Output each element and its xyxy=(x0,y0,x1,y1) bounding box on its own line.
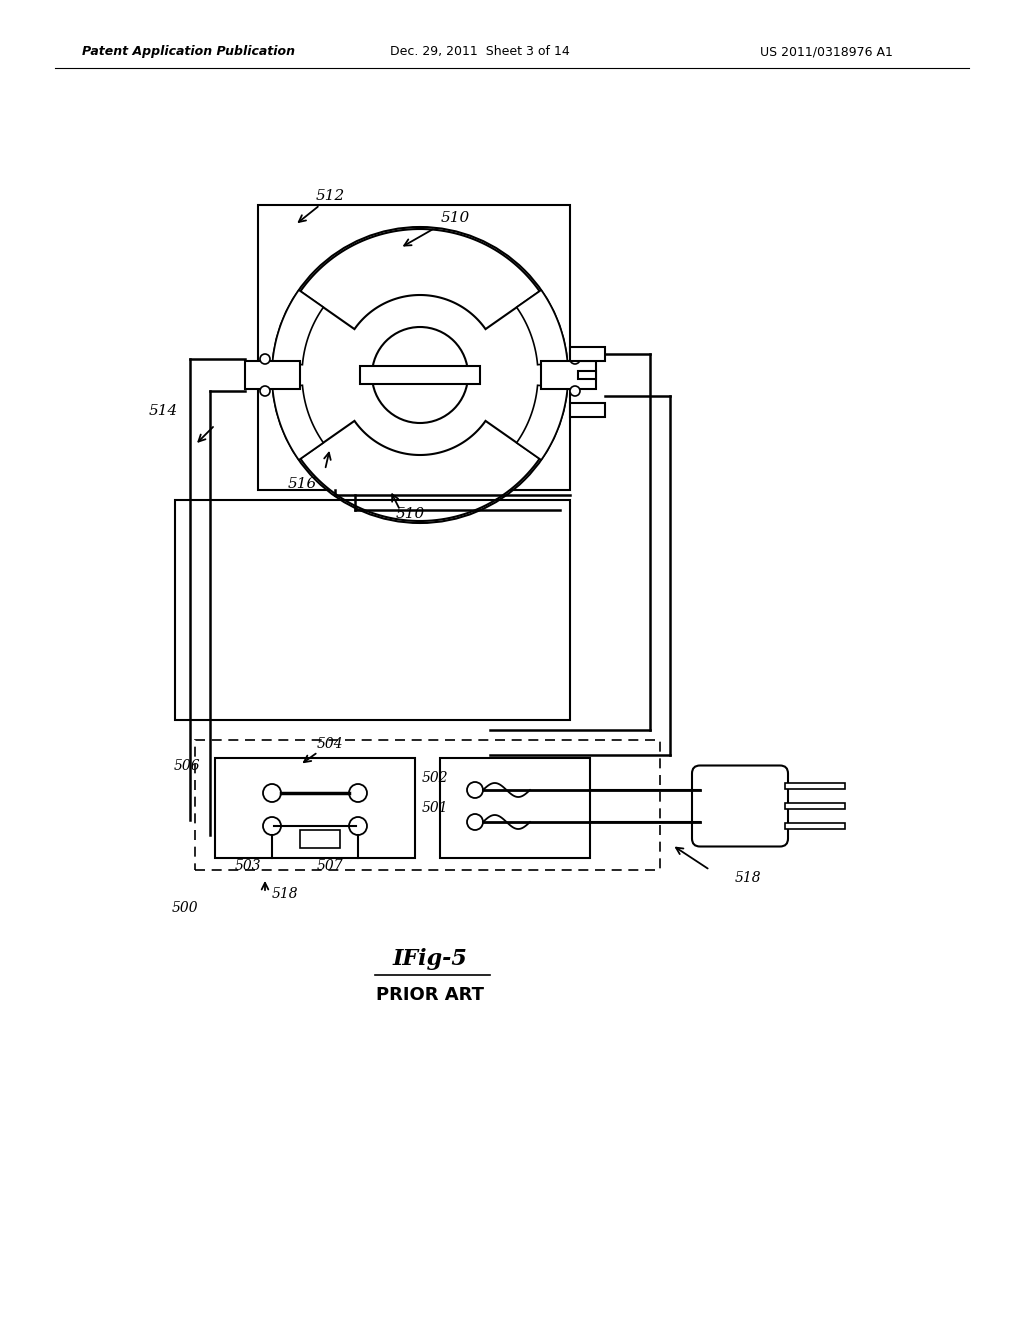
Polygon shape xyxy=(300,421,540,521)
Polygon shape xyxy=(517,290,567,364)
Circle shape xyxy=(349,817,367,836)
Text: 500: 500 xyxy=(172,902,199,915)
Text: PRIOR ART: PRIOR ART xyxy=(376,986,484,1005)
Bar xyxy=(215,758,415,858)
Text: 501: 501 xyxy=(421,801,449,814)
Bar xyxy=(195,741,660,870)
Bar xyxy=(541,360,596,389)
Text: 510: 510 xyxy=(395,507,425,521)
Text: 503: 503 xyxy=(234,859,261,873)
Bar xyxy=(785,783,845,789)
Bar xyxy=(258,205,570,490)
Text: 518: 518 xyxy=(734,871,761,884)
Text: Patent Application Publication: Patent Application Publication xyxy=(82,45,295,58)
Bar xyxy=(570,347,605,360)
Text: 504: 504 xyxy=(316,737,343,751)
Polygon shape xyxy=(272,385,324,459)
Text: 516: 516 xyxy=(288,477,316,491)
Polygon shape xyxy=(300,228,540,329)
FancyBboxPatch shape xyxy=(692,766,788,846)
Bar xyxy=(578,371,596,379)
Bar xyxy=(175,500,570,719)
Circle shape xyxy=(570,385,580,396)
Circle shape xyxy=(349,784,367,803)
Text: IFig-5: IFig-5 xyxy=(392,948,467,970)
Polygon shape xyxy=(272,290,324,364)
Circle shape xyxy=(260,385,270,396)
Circle shape xyxy=(263,784,281,803)
Bar xyxy=(360,366,480,384)
Circle shape xyxy=(467,814,483,830)
Bar xyxy=(570,403,605,417)
Circle shape xyxy=(260,354,270,364)
Text: 512: 512 xyxy=(315,189,345,203)
Text: US 2011/0318976 A1: US 2011/0318976 A1 xyxy=(760,45,893,58)
Circle shape xyxy=(467,781,483,799)
Text: 518: 518 xyxy=(271,887,298,902)
Bar xyxy=(785,822,845,829)
Circle shape xyxy=(263,817,281,836)
Bar xyxy=(245,360,299,389)
Bar xyxy=(300,830,340,847)
Text: Dec. 29, 2011  Sheet 3 of 14: Dec. 29, 2011 Sheet 3 of 14 xyxy=(390,45,569,58)
Text: 507: 507 xyxy=(316,859,343,873)
Text: 502: 502 xyxy=(421,771,449,785)
Text: 510: 510 xyxy=(440,211,470,224)
Text: 506: 506 xyxy=(173,759,200,774)
Circle shape xyxy=(570,354,580,364)
Text: 514: 514 xyxy=(148,404,178,418)
Bar xyxy=(440,758,590,858)
Bar xyxy=(785,803,845,809)
Polygon shape xyxy=(517,385,567,459)
